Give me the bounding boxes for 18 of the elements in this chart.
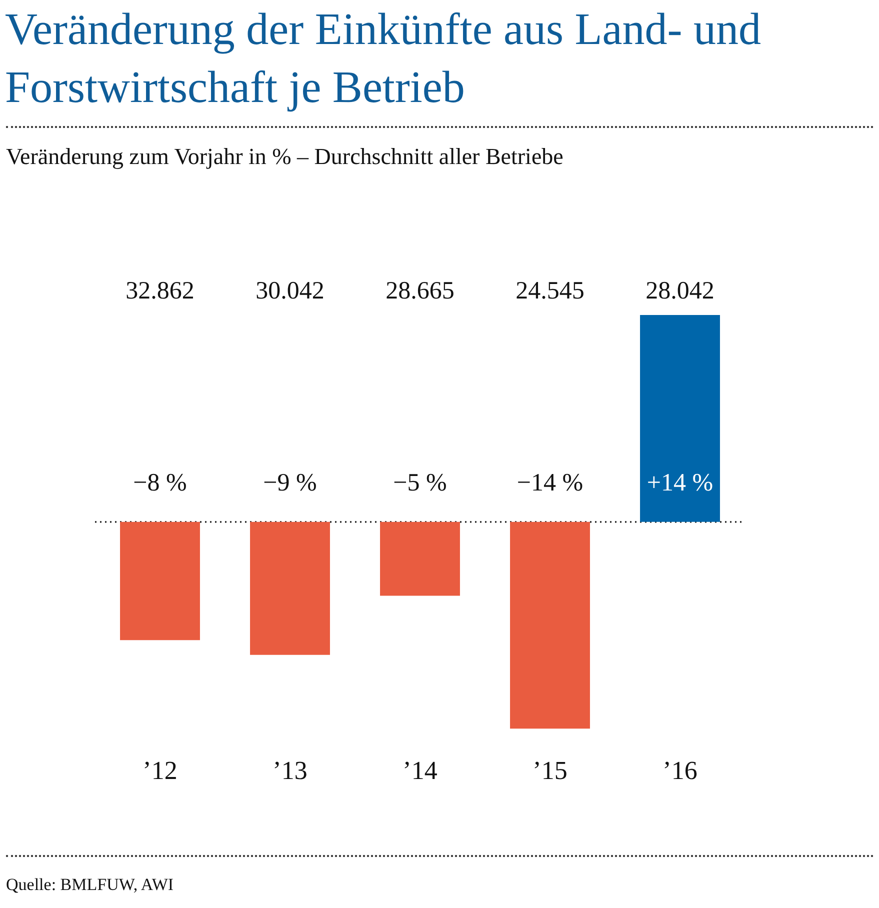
data-label: +14 % (646, 469, 714, 496)
chart-subtitle: Veränderung zum Vorjahr in % – Durchschnitt aller Betriebe (6, 144, 564, 170)
text: 24.545 (516, 278, 584, 305)
text: 30.042 (256, 278, 324, 305)
data-label: −9 % (263, 469, 317, 496)
x-tick-label: ’16 (662, 756, 698, 786)
data-label: −8 % (133, 469, 187, 496)
data-label: −14 % (516, 469, 584, 496)
text: 28.665 (386, 278, 454, 305)
x-tick-label: ’12 (142, 756, 178, 786)
x-tick-label: ’15 (532, 756, 568, 786)
x-tick-label: ’14 (402, 756, 438, 786)
x-tick-label: ’13 (272, 756, 308, 786)
source-note: Quelle: BMLFUW, AWI (6, 875, 174, 895)
data-label: −5 % (393, 469, 447, 496)
text: 28.042 (646, 278, 714, 305)
text: 32.862 (126, 278, 194, 305)
chart-title: Veränderung der Einkünfte aus Land- und Forstwirtschaft je Betrieb (5, 3, 762, 114)
